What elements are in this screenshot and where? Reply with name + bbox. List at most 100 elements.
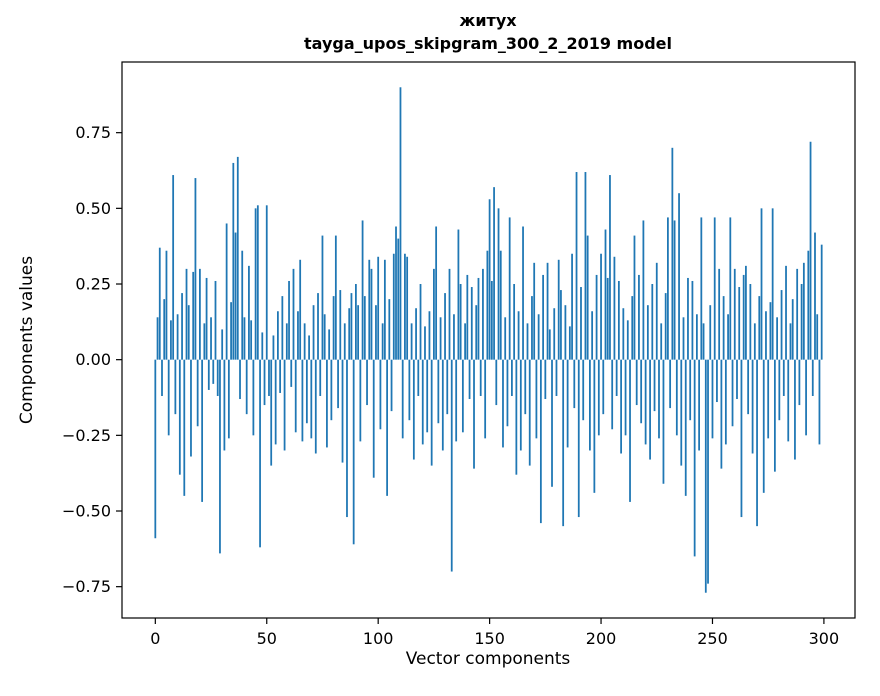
bar bbox=[724, 359, 727, 445]
bar bbox=[370, 268, 373, 360]
bar bbox=[548, 329, 551, 360]
bar bbox=[265, 205, 268, 360]
bar bbox=[419, 284, 422, 360]
bar bbox=[236, 156, 239, 360]
bar bbox=[508, 217, 511, 360]
bar bbox=[713, 217, 716, 360]
bar bbox=[301, 359, 304, 442]
bar bbox=[444, 293, 446, 360]
bar bbox=[288, 280, 290, 360]
bar bbox=[577, 359, 580, 518]
bar bbox=[466, 274, 469, 360]
bar bbox=[671, 147, 674, 360]
bar bbox=[348, 308, 351, 360]
bar-series bbox=[154, 87, 823, 593]
bar bbox=[270, 359, 273, 466]
bar bbox=[468, 359, 471, 400]
bar bbox=[615, 359, 618, 396]
bar bbox=[430, 359, 433, 466]
bar bbox=[700, 217, 703, 360]
bar bbox=[359, 359, 362, 442]
bar bbox=[178, 359, 181, 475]
bar bbox=[816, 314, 819, 360]
bar bbox=[174, 359, 177, 415]
bar bbox=[611, 359, 614, 430]
y-tick-label: 0.25 bbox=[75, 275, 111, 294]
bar bbox=[680, 359, 683, 466]
bar bbox=[216, 359, 219, 396]
bar bbox=[693, 359, 696, 557]
bar bbox=[230, 302, 232, 360]
bar bbox=[787, 359, 790, 442]
bar bbox=[457, 229, 460, 360]
bar bbox=[439, 317, 442, 360]
x-tick-label: 150 bbox=[474, 629, 505, 648]
bar bbox=[163, 299, 166, 360]
bar bbox=[185, 268, 188, 360]
axis-ticks: 0 50 100 150 200 250 300 −0.75 −0.50 −0.25 0.00 0.2… bbox=[62, 123, 839, 648]
bar bbox=[167, 359, 170, 436]
bar bbox=[261, 332, 264, 360]
x-tick-label: 300 bbox=[809, 629, 840, 648]
bar bbox=[317, 293, 319, 360]
bar bbox=[698, 359, 700, 451]
bar bbox=[794, 359, 796, 460]
bar bbox=[736, 359, 738, 400]
bar bbox=[727, 314, 729, 360]
bar bbox=[573, 359, 576, 409]
bar bbox=[575, 172, 578, 360]
bar bbox=[234, 232, 237, 360]
bar bbox=[241, 250, 244, 360]
bar bbox=[272, 335, 275, 360]
bar bbox=[646, 305, 649, 360]
bar bbox=[490, 280, 493, 360]
bar bbox=[281, 296, 284, 360]
bar bbox=[243, 317, 246, 360]
bar bbox=[486, 250, 489, 360]
bar bbox=[675, 359, 678, 436]
bar bbox=[511, 359, 513, 396]
bar bbox=[742, 274, 745, 360]
bar bbox=[256, 205, 259, 360]
bar bbox=[448, 268, 451, 360]
bar bbox=[297, 311, 299, 360]
bar bbox=[517, 311, 520, 360]
bar bbox=[555, 359, 558, 396]
bar bbox=[488, 199, 491, 360]
bar bbox=[283, 359, 286, 451]
bar bbox=[595, 274, 598, 360]
bar bbox=[201, 359, 204, 502]
bar bbox=[314, 359, 317, 454]
bar bbox=[172, 175, 175, 360]
x-tick-label: 50 bbox=[257, 629, 277, 648]
bar bbox=[673, 220, 676, 360]
bar bbox=[778, 359, 781, 421]
bar bbox=[522, 226, 524, 360]
bar bbox=[537, 314, 540, 360]
bar bbox=[386, 359, 388, 496]
bar bbox=[355, 284, 357, 360]
bar bbox=[553, 308, 556, 360]
bar bbox=[562, 359, 565, 527]
bar bbox=[435, 226, 438, 360]
bar bbox=[397, 238, 400, 360]
bar bbox=[591, 311, 594, 360]
bar bbox=[212, 359, 215, 384]
bar bbox=[274, 359, 277, 445]
bar bbox=[170, 320, 172, 360]
x-tick-label: 0 bbox=[150, 629, 160, 648]
bar bbox=[560, 290, 562, 360]
bar bbox=[633, 235, 636, 360]
bar bbox=[580, 287, 582, 360]
bar bbox=[818, 359, 821, 445]
bar bbox=[528, 359, 531, 466]
bar bbox=[515, 359, 518, 475]
bar bbox=[586, 235, 589, 360]
bar bbox=[568, 326, 571, 360]
bar bbox=[464, 323, 466, 360]
bar bbox=[232, 162, 235, 360]
bar bbox=[375, 305, 377, 360]
bar bbox=[667, 217, 669, 360]
bar bbox=[709, 305, 712, 360]
bar bbox=[773, 359, 776, 472]
